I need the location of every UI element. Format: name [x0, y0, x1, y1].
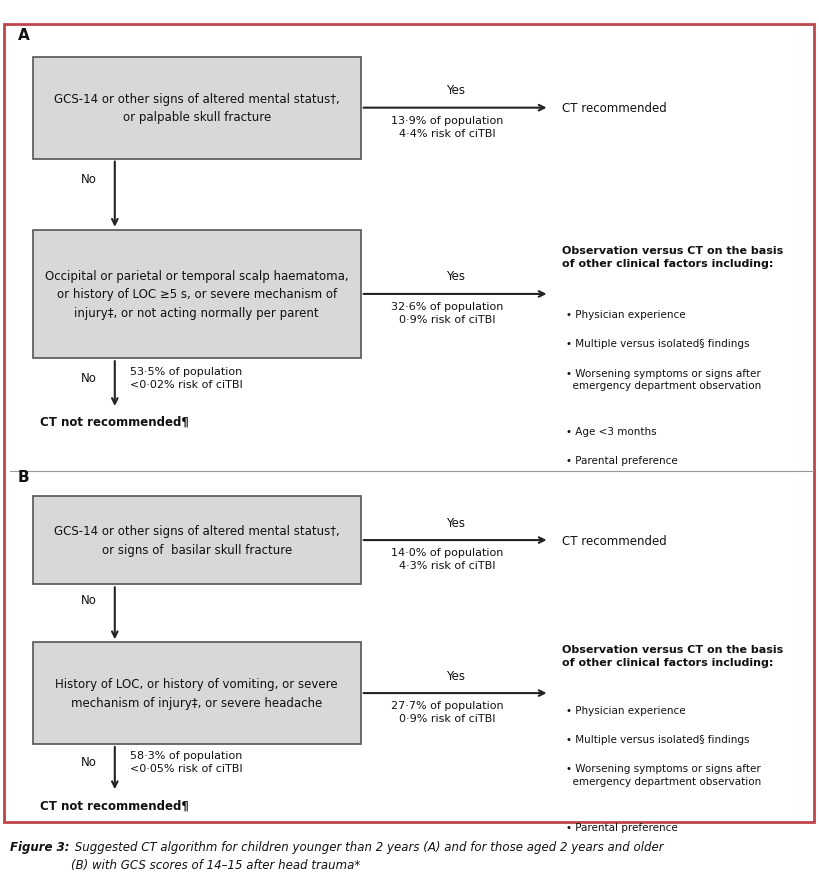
Text: • Physician experience: • Physician experience [565, 309, 685, 320]
Text: No: No [81, 173, 97, 185]
Text: Yes: Yes [445, 516, 464, 529]
Text: • Worsening symptoms or signs after
  emergency department observation: • Worsening symptoms or signs after emer… [565, 369, 760, 391]
Text: History of LOC, or history of vomiting, or severe
mechanism of injury‡, or sever: History of LOC, or history of vomiting, … [56, 678, 337, 709]
Text: No: No [81, 372, 97, 385]
Text: 58·3% of population
<0·05% risk of ciTBI: 58·3% of population <0·05% risk of ciTBI [129, 750, 242, 773]
Bar [33, 230, 360, 359]
Text: No: No [81, 756, 97, 768]
Text: Suggested CT algorithm for children younger than 2 years (A) and for those aged : Suggested CT algorithm for children youn… [70, 840, 663, 871]
Text: • Parental preference: • Parental preference [565, 455, 676, 466]
Text: 32·6% of population
0·9% risk of ciTBI: 32·6% of population 0·9% risk of ciTBI [390, 301, 503, 325]
Text: GCS-14 or other signs of altered mental status†,
or palpable skull fracture: GCS-14 or other signs of altered mental … [54, 93, 339, 124]
Text: • Worsening symptoms or signs after
  emergency department observation: • Worsening symptoms or signs after emer… [565, 763, 760, 786]
Text: Observation versus CT on the basis
of other clinical factors including:: Observation versus CT on the basis of ot… [561, 645, 782, 668]
Text: 53·5% of population
<0·02% risk of ciTBI: 53·5% of population <0·02% risk of ciTBI [129, 367, 242, 390]
Text: No: No [81, 594, 97, 607]
Text: • Parental preference: • Parental preference [565, 822, 676, 832]
Text: GCS-14 or other signs of altered mental status†,
or signs of  basilar skull frac: GCS-14 or other signs of altered mental … [54, 525, 339, 556]
Text: • Multiple versus isolated§ findings: • Multiple versus isolated§ findings [565, 734, 749, 744]
Text: CT recommended: CT recommended [561, 534, 666, 547]
Text: B: B [18, 469, 29, 484]
Text: Yes: Yes [445, 84, 464, 97]
Text: A: A [18, 27, 29, 43]
Text: 27·7% of population
0·9% risk of ciTBI: 27·7% of population 0·9% risk of ciTBI [390, 700, 503, 724]
Text: CT recommended: CT recommended [561, 102, 666, 115]
Text: Observation versus CT on the basis
of other clinical factors including:: Observation versus CT on the basis of ot… [561, 245, 782, 269]
Text: • Physician experience: • Physician experience [565, 705, 685, 715]
Bar [33, 58, 360, 159]
Text: CT not recommended¶: CT not recommended¶ [40, 799, 189, 812]
Text: Yes: Yes [445, 270, 464, 284]
Text: Figure 3:: Figure 3: [10, 840, 70, 853]
Text: 14·0% of population
4·3% risk of ciTBI: 14·0% of population 4·3% risk of ciTBI [390, 548, 503, 571]
Text: Occipital or parietal or temporal scalp haematoma,
or history of LOC ≥5 s, or se: Occipital or parietal or temporal scalp … [45, 269, 348, 320]
Text: CT not recommended¶: CT not recommended¶ [40, 416, 189, 429]
Text: 13·9% of population
4·4% risk of ciTBI: 13·9% of population 4·4% risk of ciTBI [390, 116, 503, 139]
Bar [33, 496, 360, 585]
Text: Yes: Yes [445, 669, 464, 682]
Text: • Age <3 months: • Age <3 months [565, 427, 656, 437]
Bar [33, 642, 360, 744]
Text: • Multiple versus isolated§ findings: • Multiple versus isolated§ findings [565, 338, 749, 349]
